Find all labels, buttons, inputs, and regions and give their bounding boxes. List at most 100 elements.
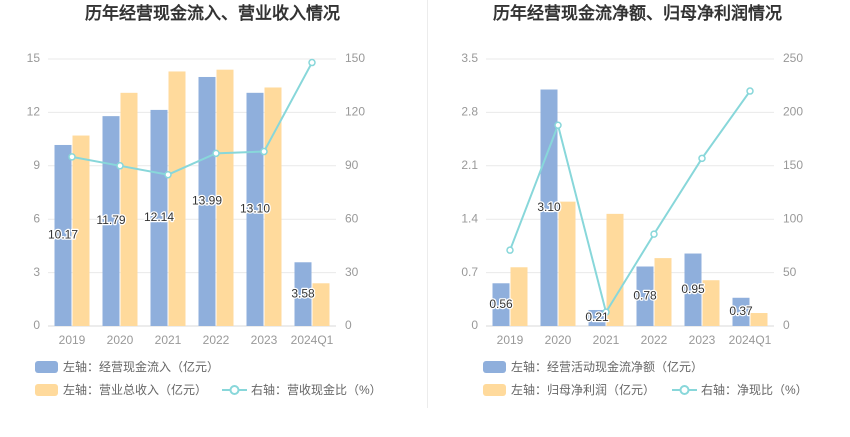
line-point[interactable] [650,230,658,238]
bar-primary[interactable] [54,144,72,326]
gridlines [48,58,336,274]
bar-primary[interactable] [492,283,510,326]
data-label: 3.58 [291,286,315,300]
bar-primary[interactable] [636,266,654,326]
legend-line-swatch [672,385,697,395]
x-tick-label: 2024Q1 [291,333,334,347]
y-left-tick-label: 0 [471,318,478,332]
x-tick-label: 2022 [641,333,668,347]
data-label: 0.78 [633,288,657,302]
line-point[interactable] [164,170,172,179]
bar-secondary[interactable] [654,258,672,326]
legend-label: 左轴：营业总收入（亿元） [63,383,208,397]
legend-line-swatch [222,385,247,395]
x-tick-label: 2019 [497,333,524,347]
line-point[interactable] [260,147,268,156]
bar-primary[interactable] [198,76,216,326]
line-point[interactable] [212,149,220,158]
legend-label: 右轴：净现比（%） [701,383,808,397]
line-point[interactable] [554,121,562,129]
y-right-tick-label: 250 [783,51,803,65]
legend-bar-swatch [35,361,58,373]
x-tick-label: 2022 [203,333,230,347]
legend-label: 左轴：归母净利润（亿元） [511,383,656,397]
legend-item-net-profit[interactable]: 左轴：归母净利润（亿元） [483,383,655,397]
y-right-tick-label: 30 [345,265,359,279]
bar-primary[interactable] [732,297,750,326]
y-right-tick-label: 150 [783,158,803,172]
x-tick-label: 2023 [689,333,716,347]
bar-primary[interactable] [684,253,702,326]
legend-item-total-revenue[interactable]: 左轴：营业总收入（亿元） [35,383,207,397]
bar-series-group [54,69,330,327]
x-tick-label: 2020 [545,333,572,347]
legend-item-operating-net-cash-flow[interactable]: 左轴：经营活动现金流净额（亿元） [483,360,703,374]
legend-item-cash-inflow[interactable]: 左轴：经营现金流入（亿元） [35,360,219,374]
y-left-tick-label: 1.4 [461,211,478,225]
bar-primary[interactable] [540,89,558,326]
data-label: 11.79 [96,213,125,227]
bar-primary[interactable] [294,262,312,326]
bar-secondary[interactable] [750,313,768,326]
line-point[interactable] [698,154,706,163]
y-right-tick-label: 0 [783,318,790,332]
y-right-tick-label: 150 [345,51,365,65]
legend-item-net-cash-ratio[interactable]: 右轴：净现比（%） [672,383,808,397]
bar-secondary[interactable] [168,71,186,327]
legend-label: 左轴：经营现金流入（亿元） [63,360,220,374]
bar-primary[interactable] [588,309,606,326]
y-left-tick-label: 15 [27,51,41,65]
cash-inflow-revenue-chart-panel: 历年经营现金流入、营业收入情况 0 3 6 9 12 15 0 30 60 90 120 150 201… [27,4,382,397]
y-right-tick-label: 200 [783,105,803,119]
y-left-tick-label: 9 [33,158,40,172]
bar-secondary[interactable] [264,87,282,326]
y-left-tick-label: 12 [27,105,41,119]
line-point[interactable] [746,87,754,95]
line-point[interactable] [506,246,514,254]
bar-secondary[interactable] [702,280,720,326]
bar-primary[interactable] [150,109,168,327]
y-right-tick-label: 0 [345,318,352,332]
bar-secondary[interactable] [120,92,138,326]
panel-divider [427,0,428,408]
line-point[interactable] [68,153,76,161]
y-left-tick-label: 2.8 [461,105,478,119]
x-tick-label: 2021 [593,333,620,347]
line-point[interactable] [116,162,124,170]
gridlines [486,58,774,274]
line-point[interactable] [602,308,610,316]
data-label: 3.10 [537,200,561,214]
net-cash-flow-profit-chart-panel: 历年经营现金流净额、归母净利润情况 0 0.7 1.4 2.1 2.8 3.5 0 50 100… [425,0,850,437]
legend-item-revenue-cash-ratio[interactable]: 右轴：营收现金比（%） [222,383,382,397]
data-label: 13.99 [192,194,222,208]
bar-secondary[interactable] [606,213,624,326]
bar-secondary[interactable] [312,283,330,326]
y-left-tick-label: 6 [33,211,40,225]
bar-series-group [492,89,768,326]
line-point[interactable] [308,58,316,67]
bar-secondary[interactable] [510,267,528,326]
y-right-tick-label: 90 [345,158,359,172]
bar-secondary[interactable] [558,201,576,326]
data-label: 0.37 [729,304,753,318]
x-tick-label: 2024Q1 [729,333,772,347]
y-left-tick-label: 3 [33,265,40,279]
x-tick-label: 2019 [59,333,86,347]
y-left-tick-label: 3.5 [461,51,478,65]
y-right-tick-label: 120 [345,105,365,119]
y-left-tick-label: 0 [33,318,40,332]
legend-label: 左轴：经营活动现金流净额（亿元） [511,360,704,374]
data-label: 0.56 [489,297,513,311]
x-tick-label: 2020 [107,333,134,347]
data-label: 0.21 [585,310,609,324]
y-right-tick-label: 100 [783,211,803,225]
bar-secondary[interactable] [72,135,90,326]
series-line [509,90,751,315]
y-right-tick-label: 60 [345,211,359,225]
bar-primary[interactable] [102,116,120,326]
bar-secondary[interactable] [216,69,234,327]
legend-bar-swatch [35,384,58,396]
x-tick-label: 2023 [251,333,278,347]
y-left-tick-label: 2.1 [461,158,478,172]
